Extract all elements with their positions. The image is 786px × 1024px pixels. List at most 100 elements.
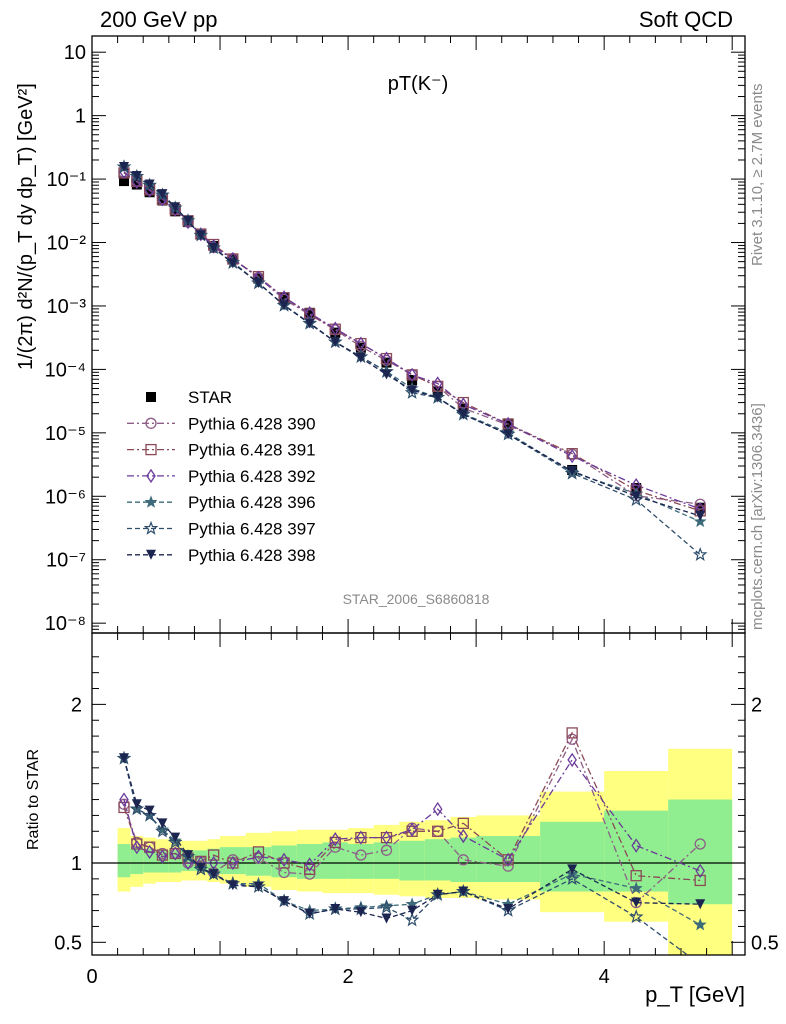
ratio-y-tick-label: 2 <box>71 694 82 716</box>
mcplots-label: mcplots.cern.ch [arXiv:1306.3436] <box>749 403 766 630</box>
data-point <box>631 897 642 908</box>
band-inner <box>424 839 451 881</box>
data-point <box>207 849 220 861</box>
analysis-id: STAR_2006_S6860818 <box>343 591 490 607</box>
data-point <box>693 514 707 528</box>
x-axis-label: p_T [GeV] <box>645 982 745 1007</box>
main-y-tick-label: 10⁻⁷ <box>46 550 86 572</box>
data-point <box>330 904 341 914</box>
legend-label: Pythia 6.428 397 <box>188 520 316 539</box>
data-point <box>157 818 168 829</box>
data-point <box>157 189 168 200</box>
data-point <box>155 822 169 836</box>
data-point <box>227 880 238 891</box>
axis-ticks <box>91 36 745 955</box>
data-point <box>355 907 366 918</box>
data-point <box>304 908 315 919</box>
ratio-y-tick-label-right: 0.5 <box>751 932 779 954</box>
x-tick-labels: 0 2 4 <box>86 966 609 988</box>
data-point <box>695 959 706 970</box>
data-point <box>170 846 181 861</box>
data-point <box>145 417 157 429</box>
data-point <box>278 857 290 869</box>
main-frame <box>91 35 746 634</box>
data-point <box>457 854 469 866</box>
data-point <box>131 838 143 850</box>
ratio-y-tick-label-right: 2 <box>751 694 762 716</box>
data-point <box>157 195 168 206</box>
legend-item: STAR <box>146 388 232 407</box>
data-point <box>144 495 158 508</box>
ratio-y-tick-label: 1 <box>71 853 82 875</box>
data-point <box>142 807 157 822</box>
legend-item: Pythia 6.428 397 <box>127 520 316 539</box>
band-inner <box>130 847 144 875</box>
data-point <box>381 369 392 380</box>
x-tick-label: 2 <box>343 966 354 988</box>
data-point <box>380 844 393 856</box>
data-point <box>146 468 156 484</box>
data-point <box>567 448 577 464</box>
legend-label: Pythia 6.428 392 <box>188 467 316 486</box>
data-point <box>503 852 513 867</box>
data-point <box>170 832 181 843</box>
data-point <box>330 337 341 348</box>
data-point <box>118 801 130 814</box>
main-y-tick-label: 10⁻² <box>47 233 87 255</box>
data-point <box>195 230 206 241</box>
data-point <box>228 855 238 871</box>
data-point <box>566 727 578 739</box>
header-left: 200 GeV pp <box>100 7 217 32</box>
ratio-series-pythia-6-428-398 <box>119 753 706 924</box>
data-point <box>145 443 157 456</box>
data-point <box>381 913 392 924</box>
legend-label: Pythia 6.428 396 <box>188 493 316 512</box>
band-inner <box>668 799 733 905</box>
data-point <box>407 367 417 383</box>
plot-title: pT(K⁻) <box>388 73 449 95</box>
data-point <box>694 498 706 510</box>
band-inner <box>207 848 221 875</box>
data-point <box>330 832 341 847</box>
data-point <box>432 376 443 391</box>
main-y-tick-label: 10⁻⁴ <box>45 359 86 381</box>
ratio-y-tick-labels: 0.5 1 2 0.5 2 <box>54 694 779 954</box>
band-inner <box>373 842 400 879</box>
data-point <box>170 202 181 213</box>
data-point <box>157 849 168 864</box>
data-point <box>144 805 155 816</box>
data-point <box>355 849 367 861</box>
legend-label: Pythia 6.428 391 <box>188 441 316 460</box>
data-point <box>183 850 194 861</box>
data-point <box>695 899 706 910</box>
data-point <box>208 869 219 880</box>
data-point <box>407 822 417 837</box>
legend-item: Pythia 6.428 390 <box>127 414 316 433</box>
data-point <box>119 176 130 187</box>
data-point <box>631 491 642 502</box>
ratio-series-line <box>123 737 701 904</box>
main-y-tick-label: 10⁻³ <box>47 296 87 318</box>
data-point <box>694 874 706 887</box>
data-point <box>279 896 290 907</box>
main-y-tick-label: 10⁻⁶ <box>45 486 86 508</box>
data-point <box>119 792 129 807</box>
data-point <box>279 292 290 303</box>
data-point <box>144 187 155 198</box>
data-point <box>381 357 392 368</box>
main-y-tick-label: 10 <box>64 42 86 64</box>
data-point <box>695 510 706 521</box>
data-point <box>379 899 394 914</box>
main-y-tick-label: 10⁻¹ <box>47 169 87 191</box>
mc-uncertainty-bands <box>117 748 733 955</box>
data-point <box>119 162 130 173</box>
data-point <box>144 844 155 860</box>
main-y-tick-label: 10⁻⁸ <box>45 613 86 635</box>
data-point <box>567 752 577 768</box>
data-point <box>119 753 130 764</box>
data-point <box>457 817 469 829</box>
data-point <box>407 905 418 916</box>
band-inner <box>399 840 425 881</box>
band-inner <box>117 843 131 878</box>
